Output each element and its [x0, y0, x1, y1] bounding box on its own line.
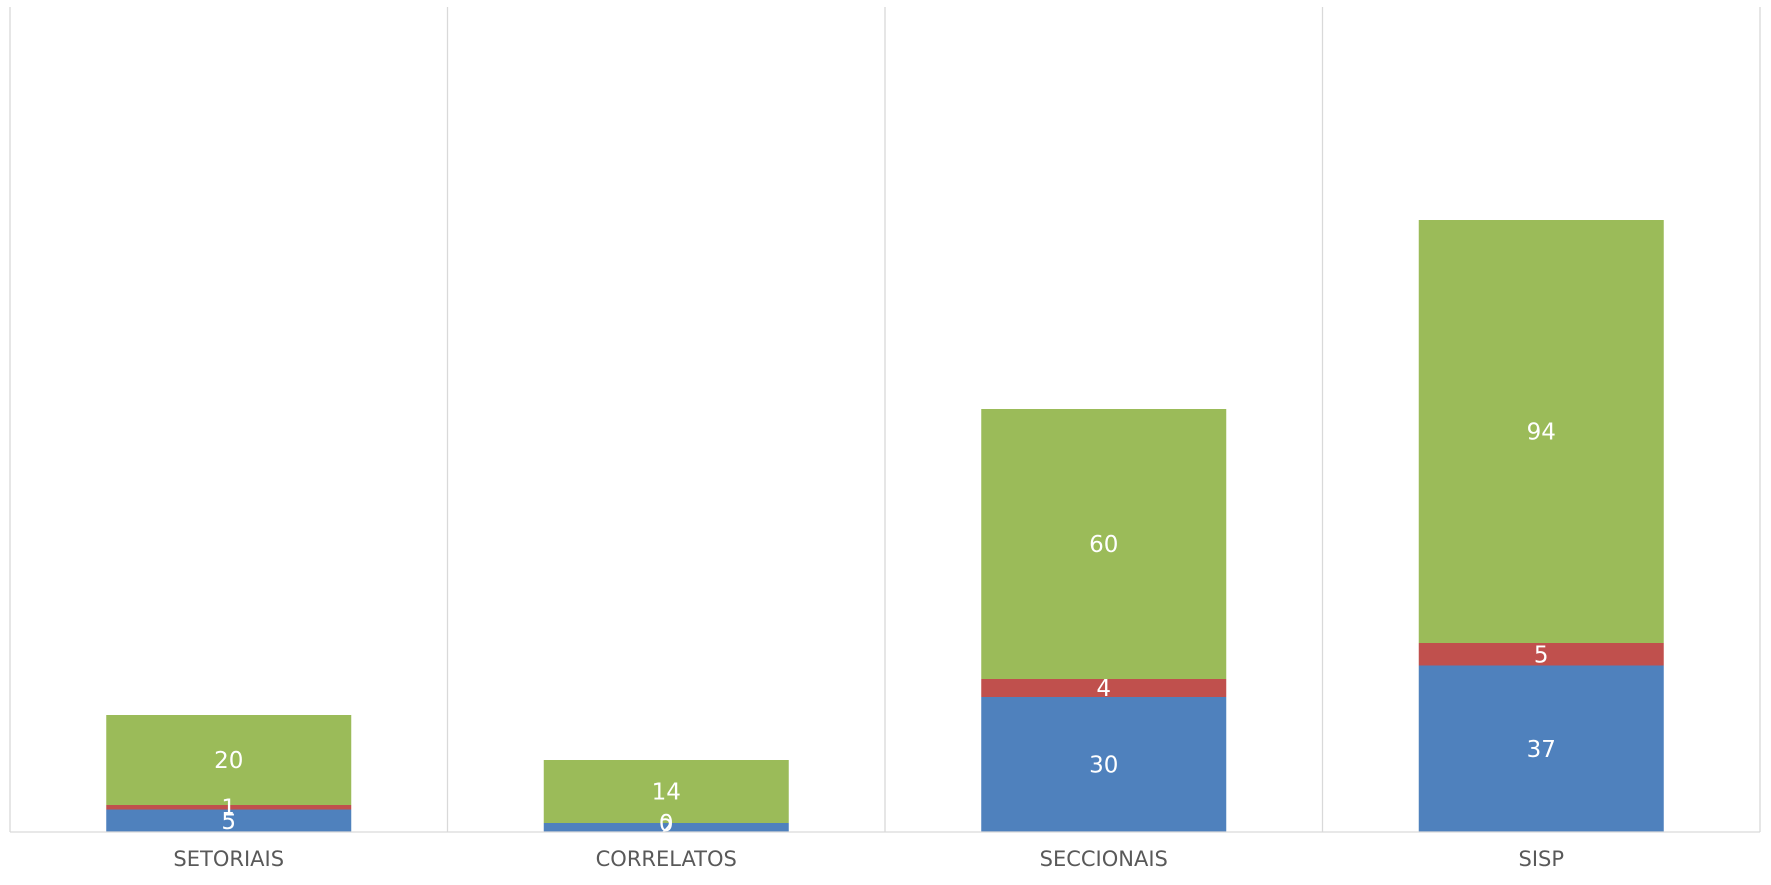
data-label-sisp-1: 37 [1527, 737, 1556, 763]
grid-layer [9, 7, 1761, 832]
x-axis: SETORIAIS CORRELATOS SECCIONAIS SISP [10, 831, 1760, 871]
data-label-setoriais-2: 1 [221, 795, 236, 821]
data-label-setoriais-3: 20 [214, 748, 243, 774]
data-label-setoriais-1: 5 [221, 809, 236, 835]
data-label-seccionais-2: 4 [1096, 676, 1111, 702]
bar-segment-setoriais-3 [106, 715, 352, 805]
data-label-correlatos-3: 14 [652, 780, 681, 806]
bar-segment-seccionais-1 [981, 697, 1227, 832]
data-label-seccionais-3: 60 [1089, 532, 1118, 558]
bar-segment-sisp-2 [1418, 643, 1664, 666]
bar-segment-correlatos-3 [543, 760, 789, 823]
x-tick-label-correlatos: CORRELATOS [596, 847, 737, 871]
bar-segment-setoriais-2 [106, 805, 352, 810]
x-tick-label-setoriais: SETORIAIS [173, 847, 284, 871]
bar-segment-setoriais-1 [106, 809, 352, 832]
bar-segment-sisp-1 [1418, 665, 1664, 832]
bars-layer [106, 220, 1664, 832]
x-tick-label-sisp: SISP [1518, 847, 1564, 871]
data-label-seccionais-1: 30 [1089, 753, 1118, 779]
data-label-sisp-2: 5 [1534, 642, 1549, 668]
data-label-sisp-3: 94 [1527, 420, 1556, 446]
x-tick-label-seccionais: SECCIONAIS [1040, 847, 1168, 871]
bar-segment-sisp-3 [1418, 220, 1664, 643]
data-label-correlatos-2: 0 [659, 811, 674, 837]
bar-segment-seccionais-2 [981, 679, 1227, 697]
bar-segment-seccionais-3 [981, 409, 1227, 679]
bar-segment-correlatos-1 [543, 823, 789, 832]
data-label-correlatos-1: 2 [659, 816, 674, 842]
